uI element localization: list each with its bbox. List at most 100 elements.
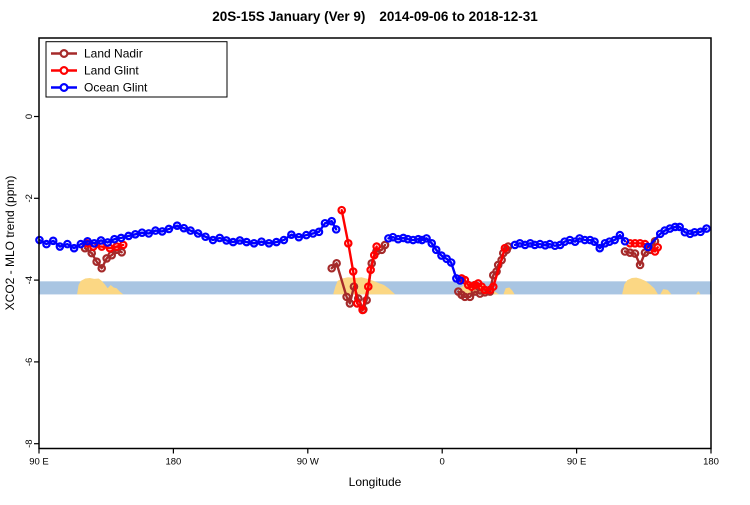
data-point-land-glint xyxy=(372,242,381,251)
x-tick-label: 180 xyxy=(703,457,719,468)
data-point-land-nadir xyxy=(342,292,351,302)
y-tick-label: -8 xyxy=(24,439,35,447)
data-point-ocean-glint xyxy=(610,235,619,245)
data-point-ocean-glint xyxy=(242,237,251,247)
legend-item-land-nadir: Land Nadir xyxy=(51,47,143,61)
data-point-ocean-glint xyxy=(264,238,274,248)
data-point-land-glint xyxy=(363,282,373,291)
x-tick-label: 90 E xyxy=(29,457,49,468)
legend-label: Land Glint xyxy=(84,64,139,78)
series-land-glint xyxy=(82,205,662,315)
data-point-ocean-glint xyxy=(249,238,259,248)
data-point-land-nadir xyxy=(92,257,101,266)
data-point-ocean-glint xyxy=(600,238,610,248)
x-axis-ticks: 90 E 180 90 W 0 90 E 180 xyxy=(29,448,719,468)
data-point-land-nadir xyxy=(635,260,645,270)
data-point-land-nadir xyxy=(380,240,390,250)
data-point-ocean-glint xyxy=(257,237,266,246)
data-point-ocean-glint xyxy=(585,235,595,245)
data-point-land-glint xyxy=(480,285,490,295)
x-tick-label: 180 xyxy=(165,457,181,468)
data-point-ocean-glint xyxy=(620,236,630,246)
terrain-islands-east xyxy=(660,289,672,295)
data-point-land-glint xyxy=(366,265,375,275)
data-point-ocean-glint xyxy=(103,238,112,247)
data-point-ocean-glint xyxy=(685,229,695,239)
data-point-ocean-glint xyxy=(294,232,304,242)
terrain-australia xyxy=(77,278,124,295)
x-tick-label: 0 xyxy=(440,457,445,468)
data-point-ocean-glint xyxy=(643,242,653,252)
data-point-ocean-glint xyxy=(455,276,465,285)
legend-marker-icon xyxy=(59,65,69,75)
data-point-land-nadir xyxy=(97,263,107,273)
y-tick-label: 0 xyxy=(24,114,35,119)
data-point-ocean-glint xyxy=(89,238,99,248)
data-point-ocean-glint xyxy=(314,227,324,237)
data-point-ocean-glint xyxy=(279,235,289,245)
data-point-ocean-glint xyxy=(595,243,605,253)
y-axis-ticks: 0 -2 -4 -6 -8 xyxy=(24,114,39,448)
y-axis-label: XCO2 - MLO trend (ppm) xyxy=(3,176,17,311)
data-point-ocean-glint xyxy=(76,239,86,249)
data-point-ocean-glint xyxy=(164,224,174,234)
data-point-land-glint xyxy=(343,238,353,248)
data-point-ocean-glint xyxy=(417,235,427,245)
terrain-island-speck xyxy=(696,291,701,295)
data-point-ocean-glint xyxy=(670,222,680,232)
terrain-africa-east xyxy=(503,287,515,295)
x-axis-label: Longitude xyxy=(349,475,402,489)
data-point-ocean-glint xyxy=(675,222,684,232)
data-point-ocean-glint xyxy=(69,243,79,253)
data-point-ocean-glint xyxy=(48,236,58,246)
data-point-land-glint xyxy=(358,305,367,315)
data-point-ocean-glint xyxy=(446,258,456,267)
data-point-land-glint xyxy=(635,238,645,248)
data-point-land-nadir xyxy=(353,294,363,303)
legend-marker-icon xyxy=(59,82,69,92)
legend-label: Ocean Glint xyxy=(84,81,148,95)
data-point-land-glint xyxy=(488,282,498,291)
data-point-ocean-glint xyxy=(431,245,441,255)
series-line-land-glint xyxy=(340,208,378,312)
y-tick-label: -2 xyxy=(24,194,35,202)
legend-marker-icon xyxy=(59,48,69,58)
legend-label: Land Nadir xyxy=(84,47,143,61)
data-point-ocean-glint xyxy=(399,233,408,243)
data-point-ocean-glint xyxy=(144,229,154,238)
data-point-ocean-glint xyxy=(272,237,281,247)
data-point-land-nadir xyxy=(332,259,341,268)
data-point-ocean-glint xyxy=(540,241,550,250)
data-point-ocean-glint xyxy=(414,234,423,244)
data-point-land-glint xyxy=(337,205,346,215)
data-point-land-glint xyxy=(348,267,358,276)
data-point-ocean-glint xyxy=(615,230,625,240)
data-point-ocean-glint xyxy=(116,233,126,243)
data-point-land-nadir xyxy=(630,249,640,258)
x-tick-label: 90 W xyxy=(297,457,319,468)
legend-item-ocean-glint: Ocean Glint xyxy=(51,81,148,95)
data-point-ocean-glint xyxy=(327,216,336,226)
data-point-ocean-glint xyxy=(193,229,203,238)
data-point-ocean-glint xyxy=(186,226,195,235)
data-point-ocean-glint xyxy=(331,225,341,234)
data-point-land-glint xyxy=(630,238,640,248)
y-tick-label: -4 xyxy=(24,276,35,284)
data-point-ocean-glint xyxy=(590,237,599,246)
chart-title: 20S-15S January (Ver 9) 2014-09-06 to 201… xyxy=(212,9,538,24)
chart-render-root: 90 E 180 90 W 0 90 E 180 0 -2 -4 -6 -8 20S-15S Janu… xyxy=(24,9,719,468)
data-point-ocean-glint xyxy=(526,238,535,248)
data-point-land-nadir xyxy=(117,247,127,257)
data-point-land-nadir xyxy=(327,263,336,273)
x-tick-label: 90 E xyxy=(567,457,587,468)
data-point-ocean-glint xyxy=(287,230,296,240)
y-tick-label: -6 xyxy=(24,358,35,366)
data-point-land-nadir xyxy=(465,292,475,302)
data-point-ocean-glint xyxy=(42,239,51,249)
data-point-ocean-glint xyxy=(580,235,590,245)
data-point-land-nadir xyxy=(625,248,635,257)
data-point-ocean-glint xyxy=(422,234,431,243)
data-point-land-glint xyxy=(369,250,379,260)
data-point-ocean-glint xyxy=(384,234,393,243)
